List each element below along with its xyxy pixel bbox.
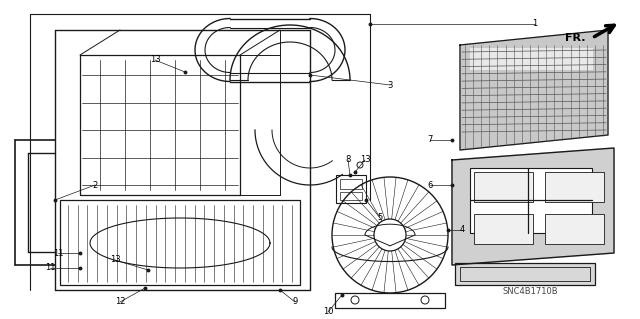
Text: 4: 4 bbox=[460, 226, 465, 234]
Text: 5: 5 bbox=[378, 213, 383, 222]
Bar bbox=[470, 48, 593, 70]
Text: 13: 13 bbox=[150, 56, 160, 64]
Bar bbox=[335, 293, 445, 308]
Bar bbox=[474, 172, 533, 202]
Text: FR.: FR. bbox=[564, 33, 585, 43]
Bar bbox=[470, 168, 592, 233]
Text: 13: 13 bbox=[360, 155, 371, 165]
Polygon shape bbox=[452, 148, 614, 265]
Bar bbox=[545, 172, 604, 202]
Bar bbox=[455, 263, 595, 285]
Bar bbox=[460, 267, 590, 281]
Text: 12: 12 bbox=[115, 298, 125, 307]
Bar bbox=[336, 175, 366, 203]
Text: 13: 13 bbox=[109, 256, 120, 264]
Text: 11: 11 bbox=[52, 249, 63, 257]
Text: SNC4B1710B: SNC4B1710B bbox=[502, 287, 558, 296]
Text: 10: 10 bbox=[323, 308, 333, 316]
Text: 1: 1 bbox=[532, 19, 538, 28]
Text: 7: 7 bbox=[428, 136, 433, 145]
Bar bbox=[60, 200, 300, 285]
Bar bbox=[340, 179, 362, 189]
Text: 8: 8 bbox=[346, 155, 351, 165]
Bar bbox=[545, 214, 604, 244]
Text: 11: 11 bbox=[45, 263, 55, 272]
Bar bbox=[340, 192, 362, 200]
Text: 2: 2 bbox=[92, 181, 98, 189]
Bar bbox=[474, 214, 533, 244]
Text: 9: 9 bbox=[292, 298, 298, 307]
Text: 6: 6 bbox=[428, 181, 433, 189]
Polygon shape bbox=[460, 30, 608, 150]
Text: 3: 3 bbox=[387, 80, 393, 90]
